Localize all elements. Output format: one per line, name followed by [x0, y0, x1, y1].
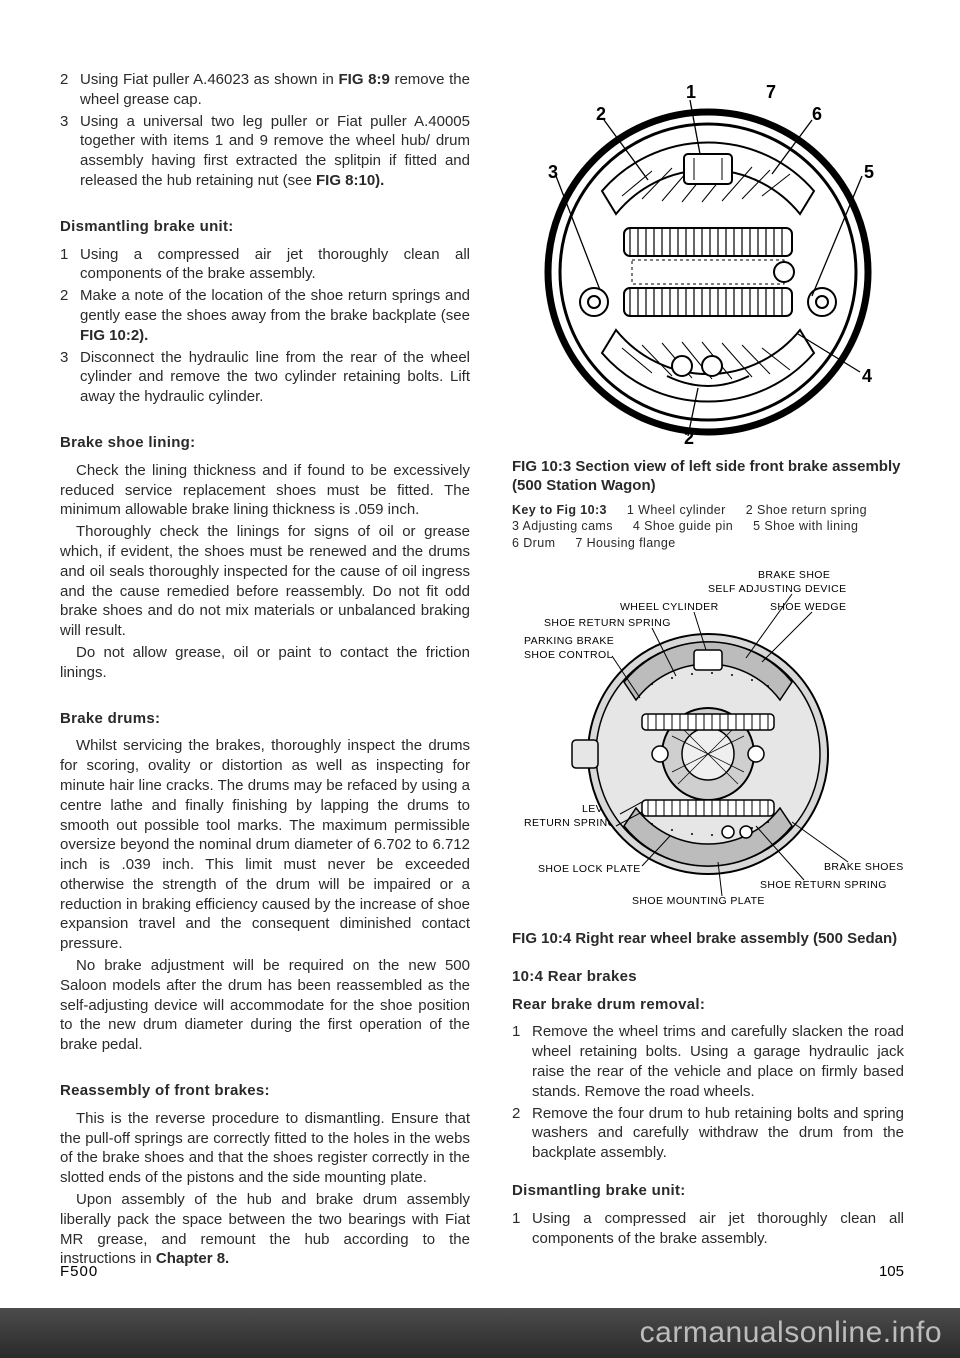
- svg-text:BRAKE SHOES: BRAKE SHOES: [824, 861, 904, 873]
- rear-dismantle-list: Using a compressed air jet thoroughly cl…: [512, 1209, 904, 1249]
- svg-text:SHOE RETURN SPRING: SHOE RETURN SPRING: [760, 879, 887, 891]
- callout-6: 6: [812, 104, 822, 124]
- footer-ref: F500: [60, 1263, 98, 1280]
- fig103-key: Key to Fig 10:31 Wheel cylinder2 Shoe re…: [512, 502, 904, 553]
- right-column: 1 2 3 4 5 6 7 2 FIG 10:3 Section view of…: [512, 70, 904, 1288]
- callout-5: 5: [864, 162, 874, 182]
- list-item: Disconnect the hydraulic line from the r…: [60, 348, 470, 407]
- figure-10-3: 1 2 3 4 5 6 7 2: [512, 76, 904, 448]
- reass-p1: This is the reverse procedure to dismant…: [60, 1109, 470, 1188]
- svg-text:SELF ADJUSTING DEVICE: SELF ADJUSTING DEVICE: [708, 583, 847, 595]
- fig103-caption: FIG 10:3 Section view of left side front…: [512, 458, 904, 496]
- heading-rear-dismantle: Dismantling brake unit:: [512, 1181, 904, 1201]
- footer-page: 105: [879, 1263, 904, 1280]
- lining-p1: Check the lining thickness and if found …: [60, 461, 470, 520]
- svg-text:SHOE WEDGE: SHOE WEDGE: [770, 601, 846, 613]
- intro-list: Using Fiat puller A.46023 as shown in FI…: [60, 70, 470, 191]
- heading-rear-removal: Rear brake drum removal:: [512, 995, 904, 1015]
- reass-p2: Upon assembly of the hub and brake drum …: [60, 1190, 470, 1269]
- svg-text:SHOE RETURN SPRING: SHOE RETURN SPRING: [544, 617, 671, 629]
- heading-reassembly: Reassembly of front brakes:: [60, 1081, 470, 1101]
- rear-removal-list: Remove the wheel trims and carefully sla…: [512, 1022, 904, 1163]
- list-item: Using Fiat puller A.46023 as shown in FI…: [60, 70, 470, 110]
- drums-p2: No brake adjustment will be required on …: [60, 956, 470, 1055]
- lining-p2: Thoroughly check the linings for signs o…: [60, 522, 470, 641]
- figure-10-4: BRAKE SHOE SELF ADJUSTING DEVICE WHEEL C…: [512, 564, 904, 920]
- list-item: Remove the four drum to hub retaining bo…: [512, 1104, 904, 1163]
- fig104-caption: FIG 10:4 Right rear wheel brake assembly…: [512, 930, 904, 949]
- lining-p3: Do not allow grease, oil or paint to con…: [60, 643, 470, 683]
- list-item: Using a compressed air jet thoroughly cl…: [60, 245, 470, 285]
- heading-drums: Brake drums:: [60, 709, 470, 729]
- svg-text:BRAKE SHOE: BRAKE SHOE: [758, 569, 830, 581]
- left-column: Using Fiat puller A.46023 as shown in FI…: [60, 70, 470, 1288]
- callout-2: 2: [596, 104, 606, 124]
- dismantle-list: Using a compressed air jet thoroughly cl…: [60, 245, 470, 407]
- heading-lining: Brake shoe lining:: [60, 433, 470, 453]
- watermark: carmanualsonline.info: [0, 1308, 960, 1358]
- svg-text:2: 2: [684, 428, 694, 448]
- callout-3: 3: [548, 162, 558, 182]
- heading-dismantling: Dismantling brake unit:: [60, 217, 470, 237]
- callout-4: 4: [862, 366, 872, 386]
- list-item: Remove the wheel trims and carefully sla…: [512, 1022, 904, 1101]
- svg-text:SHOE CONTROL: SHOE CONTROL: [524, 649, 613, 661]
- callout-1: 1: [686, 82, 696, 102]
- svg-text:SHOE MOUNTING PLATE: SHOE MOUNTING PLATE: [632, 895, 765, 907]
- drums-p1: Whilst servicing the brakes, thoroughly …: [60, 736, 470, 954]
- list-item: Using a universal two leg puller or Fiat…: [60, 112, 470, 191]
- svg-text:SHOE LOCK PLATE: SHOE LOCK PLATE: [538, 863, 641, 875]
- list-item: Using a compressed air jet thoroughly cl…: [512, 1209, 904, 1249]
- heading-10-4: 10:4 Rear brakes: [512, 967, 904, 987]
- list-item: Make a note of the location of the shoe …: [60, 286, 470, 345]
- svg-text:WHEEL CYLINDER: WHEEL CYLINDER: [620, 601, 719, 613]
- callout-7: 7: [766, 82, 776, 102]
- svg-text:PARKING BRAKE: PARKING BRAKE: [524, 635, 614, 647]
